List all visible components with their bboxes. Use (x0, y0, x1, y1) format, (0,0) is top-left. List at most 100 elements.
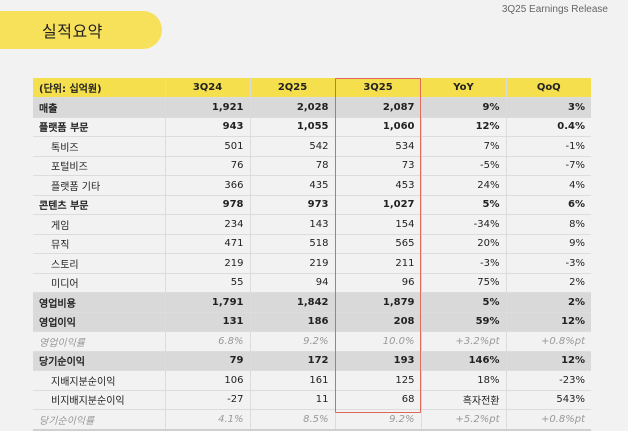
value-qoq: -7% (506, 156, 591, 176)
value-yoy: 흑자전환 (421, 390, 507, 410)
table-row: 당기순이익률 4.1% 8.5% 9.2% +5.2%pt +0.8%pt (33, 409, 591, 431)
row-label: 콘텐츠 부문 (33, 195, 166, 215)
value-3q25: 1,060 (335, 117, 422, 137)
value-qoq: 8% (506, 214, 591, 235)
row-label: 포털비즈 (33, 156, 166, 176)
value-3q24: 106 (165, 370, 251, 391)
row-label: 지배지분순이익 (33, 370, 166, 391)
value-yoy: 59% (421, 312, 507, 332)
value-3q25: 125 (335, 370, 422, 391)
value-3q25: 9.2% (335, 409, 422, 431)
value-3q24: 471 (165, 234, 251, 254)
value-3q25: 565 (335, 234, 422, 254)
value-yoy: -34% (421, 214, 507, 235)
value-3q24: 943 (165, 117, 251, 137)
value-3q25: 96 (335, 273, 422, 293)
value-yoy: 24% (421, 175, 507, 196)
table-row: 플랫폼 기타 366 435 453 24% 4% (33, 175, 591, 196)
value-3q25: 1,027 (335, 195, 422, 215)
value-3q25: 193 (335, 351, 422, 371)
row-label: 당기순이익 (33, 351, 166, 371)
value-3q25: 534 (335, 136, 422, 157)
value-3q24: 1,921 (165, 97, 251, 118)
table-header-row: (단위: 십억원) 3Q24 2Q25 3Q25 YoY QoQ (33, 78, 591, 98)
row-label: 미디어 (33, 273, 166, 293)
value-2q25: 8.5% (250, 409, 336, 431)
table-row: 영업이익률 6.8% 9.2% 10.0% +3.2%pt +0.8%pt (33, 331, 591, 352)
column-header-2q25: 2Q25 (250, 78, 336, 98)
row-label: 플랫폼 기타 (33, 175, 166, 196)
value-qoq: -23% (506, 370, 591, 391)
table-row: 톡비즈 501 542 534 7% -1% (33, 136, 591, 157)
value-yoy: 5% (421, 292, 507, 313)
earnings-summary-table: (단위: 십억원) 3Q24 2Q25 3Q25 YoY QoQ 매출 1,921… (33, 78, 591, 431)
value-3q24: 1,791 (165, 292, 251, 313)
value-3q25: 73 (335, 156, 422, 176)
section-title: 실적요약 (42, 22, 103, 41)
value-yoy: -3% (421, 253, 507, 274)
column-header-unit: (단위: 십억원) (33, 78, 166, 98)
value-yoy: 146% (421, 351, 507, 371)
value-yoy: 20% (421, 234, 507, 254)
table-row: 게임 234 143 154 -34% 8% (33, 214, 591, 235)
value-2q25: 186 (250, 312, 336, 332)
value-3q25: 1,879 (335, 292, 422, 313)
table-row: 당기순이익 79 172 193 146% 12% (33, 351, 591, 371)
value-qoq: +0.8%pt (506, 409, 591, 431)
row-label: 당기순이익률 (33, 409, 166, 431)
value-2q25: 9.2% (250, 331, 336, 352)
value-yoy: 18% (421, 370, 507, 391)
value-2q25: 219 (250, 253, 336, 274)
table-row: 미디어 55 94 96 75% 2% (33, 273, 591, 293)
column-header-yoy: YoY (421, 78, 507, 98)
row-label: 톡비즈 (33, 136, 166, 157)
value-2q25: 518 (250, 234, 336, 254)
table-row: 지배지분순이익 106 161 125 18% -23% (33, 370, 591, 391)
value-2q25: 143 (250, 214, 336, 235)
row-label: 뮤직 (33, 234, 166, 254)
value-2q25: 94 (250, 273, 336, 293)
value-3q24: 234 (165, 214, 251, 235)
value-2q25: 1,842 (250, 292, 336, 313)
value-qoq: 543% (506, 390, 591, 410)
value-qoq: 6% (506, 195, 591, 215)
row-label: 영업이익률 (33, 331, 166, 352)
table-row: 포털비즈 76 78 73 -5% -7% (33, 156, 591, 176)
value-3q24: 6.8% (165, 331, 251, 352)
value-qoq: 2% (506, 292, 591, 313)
column-header-qoq: QoQ (506, 78, 591, 98)
value-qoq: -1% (506, 136, 591, 157)
value-yoy: 5% (421, 195, 507, 215)
value-2q25: 78 (250, 156, 336, 176)
value-yoy: 75% (421, 273, 507, 293)
value-2q25: 973 (250, 195, 336, 215)
row-label: 플랫폼 부문 (33, 117, 166, 137)
value-3q24: 366 (165, 175, 251, 196)
value-yoy: +5.2%pt (421, 409, 507, 431)
table-row: 영업비용 1,791 1,842 1,879 5% 2% (33, 292, 591, 313)
value-3q25: 453 (335, 175, 422, 196)
table-row: 영업이익 131 186 208 59% 12% (33, 312, 591, 332)
row-label: 매출 (33, 97, 166, 118)
value-3q25: 2,087 (335, 97, 422, 118)
value-3q25: 68 (335, 390, 422, 410)
value-3q24: 131 (165, 312, 251, 332)
value-3q24: 79 (165, 351, 251, 371)
value-2q25: 172 (250, 351, 336, 371)
value-qoq: 2% (506, 273, 591, 293)
value-qoq: 9% (506, 234, 591, 254)
value-3q25: 211 (335, 253, 422, 274)
value-qoq: -3% (506, 253, 591, 274)
value-yoy: 12% (421, 117, 507, 137)
value-qoq: 0.4% (506, 117, 591, 137)
table-row: 비지배지분순이익 -27 11 68 흑자전환 543% (33, 390, 591, 410)
release-label: 3Q25 Earnings Release (501, 4, 608, 15)
section-title-pill: 실적요약 (0, 11, 162, 49)
table-row: 콘텐츠 부문 978 973 1,027 5% 6% (33, 195, 591, 215)
value-yoy: 9% (421, 97, 507, 118)
value-2q25: 161 (250, 370, 336, 391)
row-label: 스토리 (33, 253, 166, 274)
value-3q25: 154 (335, 214, 422, 235)
value-qoq: 4% (506, 175, 591, 196)
value-3q24: 219 (165, 253, 251, 274)
